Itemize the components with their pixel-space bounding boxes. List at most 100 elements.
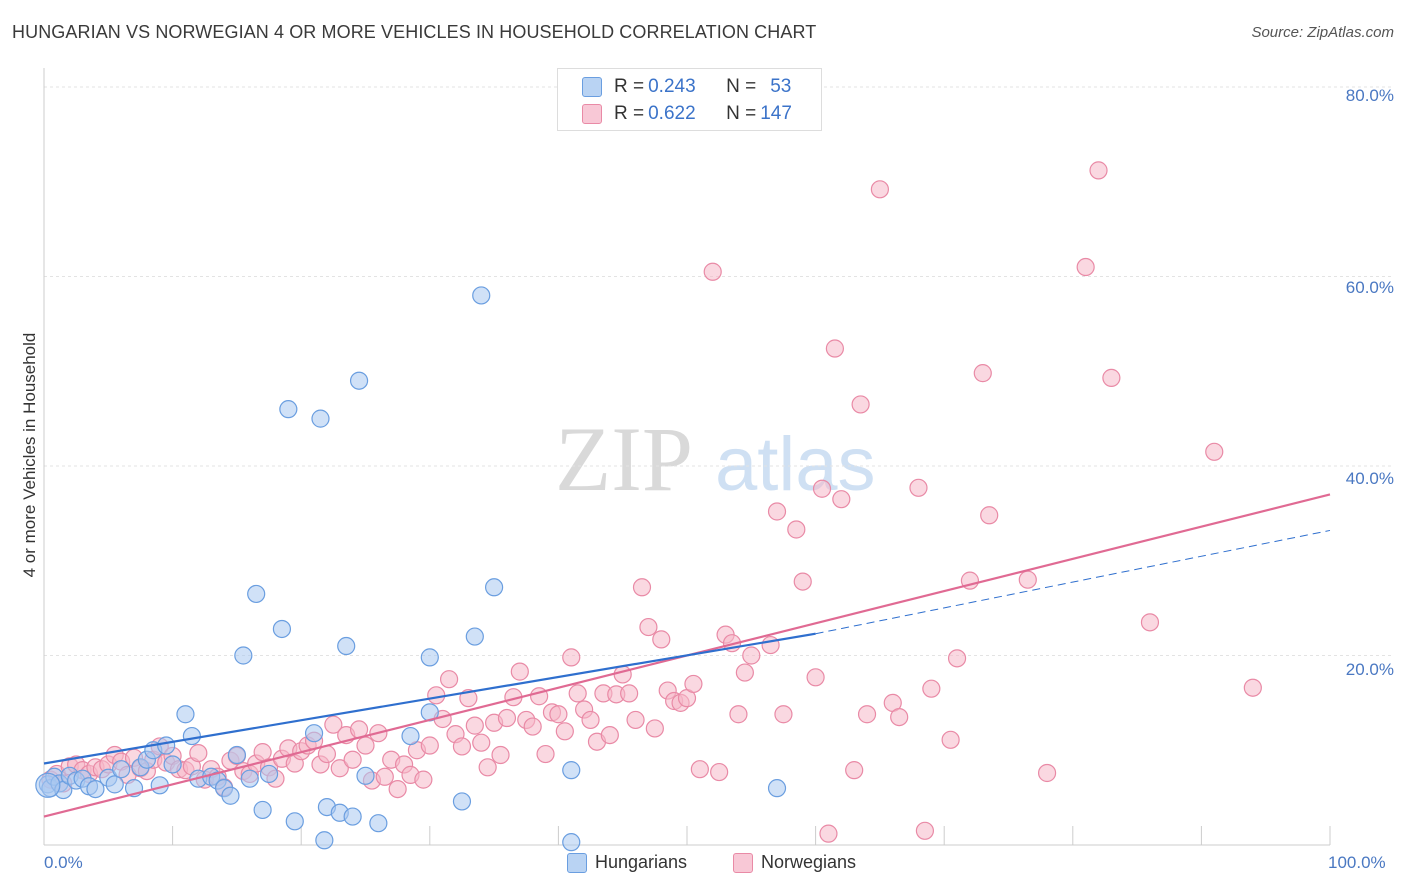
hungarians-point: [356, 766, 375, 785]
norwegians-point: [941, 730, 960, 749]
hungarians-point: [221, 786, 240, 805]
hungarians-swatch: [582, 77, 602, 97]
y-tick-label-40: 40.0%: [1345, 469, 1394, 488]
norwegians-point: [1243, 678, 1262, 697]
hungarians-point: [182, 726, 201, 746]
norwegians-point: [806, 668, 825, 687]
norwegians-point: [915, 821, 935, 840]
norwegians-point: [1102, 368, 1121, 387]
hungarians-point: [401, 726, 420, 746]
hungarians-point: [259, 764, 279, 784]
hungarians-point: [472, 286, 491, 305]
norwegians-point: [639, 617, 658, 637]
hungarians-point: [767, 779, 787, 798]
norwegians-point: [439, 670, 459, 689]
legend-r-value: 0.622: [648, 103, 696, 124]
hungarians-point: [157, 736, 176, 755]
hungarians-point: [562, 761, 581, 780]
hungarians-point: [112, 760, 131, 779]
legend-r-value: 0.243: [648, 76, 696, 97]
norwegians-point: [562, 648, 581, 667]
norwegians-point: [922, 679, 941, 698]
norwegians-point: [710, 762, 729, 782]
hungarians-trend-line: [43, 632, 816, 765]
norwegians-point: [253, 743, 272, 762]
legend-row-norwegians: R = 0.622 N = 147: [582, 102, 792, 126]
norwegians-point: [973, 364, 992, 383]
x-tick-label-0: 0.0%: [44, 853, 83, 872]
norwegians-point: [735, 663, 754, 682]
hungarians-point: [279, 400, 298, 419]
norwegians-point: [414, 770, 433, 789]
trend-lines: [43, 493, 1331, 818]
y-tick-label-20: 20.0%: [1345, 660, 1394, 679]
norwegians-legend-label: Norwegians: [761, 852, 857, 872]
norwegians-point: [523, 717, 542, 736]
norwegians-point: [793, 572, 812, 591]
hungarians-point: [253, 800, 272, 820]
norwegians-point: [825, 339, 844, 358]
legend-n-value: 53: [770, 76, 792, 97]
watermark-zip: ZIP: [555, 408, 693, 510]
gridlines: [44, 86, 1392, 656]
y-tick-label-60: 60.0%: [1345, 278, 1394, 297]
norwegians-point: [832, 490, 851, 509]
legend-item-norwegians: Norwegians: [733, 852, 856, 873]
norwegians-point: [356, 736, 375, 755]
hungarians-point: [311, 409, 330, 428]
norwegians-point: [465, 716, 484, 735]
norwegians-point: [1037, 763, 1057, 783]
norwegians-point: [742, 646, 761, 665]
norwegians-point: [1205, 442, 1224, 461]
norwegians-point: [472, 733, 491, 752]
norwegians-point: [568, 684, 587, 703]
norwegians-point: [851, 395, 870, 414]
hungarians-point: [163, 755, 182, 774]
norwegians-point: [652, 630, 671, 649]
norwegians-point: [890, 707, 909, 727]
hungarians-point: [272, 619, 292, 639]
hungarians-point: [227, 745, 246, 765]
norwegians-point: [761, 635, 780, 655]
norwegians-point: [478, 758, 497, 777]
norwegians-points: [41, 161, 1262, 843]
hungarians-point: [369, 814, 388, 833]
correlation-legend: R = 0.243 N = 53 R = 0.622 N = 147: [557, 68, 822, 131]
norwegians-point: [189, 743, 208, 763]
norwegians-point: [427, 686, 446, 705]
norwegians-point: [632, 578, 652, 597]
norwegians-point: [703, 262, 722, 281]
norwegians-point: [1089, 161, 1108, 180]
hungarians-point: [465, 627, 484, 646]
norwegians-point: [613, 665, 632, 684]
legend-n-label: N =: [726, 103, 757, 124]
norwegians-point: [375, 767, 394, 786]
norwegians-point: [1018, 570, 1037, 589]
norwegians-point: [947, 649, 967, 668]
norwegians-point: [343, 750, 362, 769]
hungarians-point: [562, 833, 581, 852]
norwegians-point: [581, 710, 600, 730]
norwegians-point: [1140, 613, 1160, 632]
hungarians-points: [35, 286, 787, 852]
hungarians-point: [35, 772, 61, 798]
legend-r-label: R =: [614, 103, 645, 124]
norwegians-legend-swatch: [733, 852, 753, 873]
hungarians-legend-swatch: [567, 852, 587, 873]
norwegians-point: [870, 180, 890, 199]
hungarians-trend-extension: [815, 529, 1331, 635]
norwegians-point: [909, 478, 928, 497]
norwegians-point: [452, 737, 472, 756]
norwegians-point: [600, 725, 619, 745]
legend-n-label: N =: [726, 76, 757, 97]
hungarians-point: [452, 792, 472, 811]
norwegians-point: [980, 506, 999, 525]
y-tick-label-80: 80.0%: [1345, 86, 1394, 105]
hungarians-point: [86, 779, 105, 799]
hungarians-legend-label: Hungarians: [595, 852, 688, 872]
hungarians-point: [304, 724, 324, 743]
norwegians-point: [330, 759, 349, 778]
norwegians-point: [420, 736, 439, 755]
norwegians-point: [388, 779, 407, 799]
